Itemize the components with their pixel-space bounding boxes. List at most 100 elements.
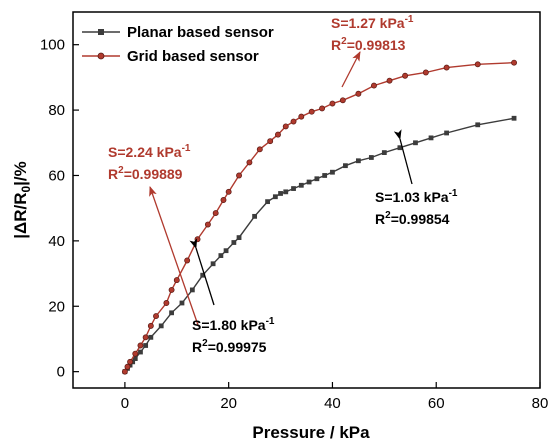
series-point-planar-18 <box>252 213 258 219</box>
y-tick-label-4: 80 <box>48 102 65 119</box>
series-point-grid-22 <box>282 123 289 130</box>
series-point-grid-35 <box>474 61 481 68</box>
annotation-grid-low-slope: S=2.24 kPa-1 <box>108 143 191 160</box>
series-point-grid-31 <box>386 77 393 84</box>
series-point-grid-24 <box>298 113 305 120</box>
series-point-planar-19 <box>265 199 270 205</box>
series-point-planar-7 <box>148 334 154 340</box>
series-point-planar-33 <box>397 145 403 151</box>
series-point-grid-8 <box>163 300 170 306</box>
series-point-grid-9 <box>168 286 175 293</box>
x-tick-label-4: 80 <box>532 395 549 412</box>
series-point-planar-21 <box>278 191 283 196</box>
series-point-planar-35 <box>428 135 434 141</box>
series-point-planar-34 <box>413 140 418 146</box>
x-tick-label-3: 60 <box>428 395 445 412</box>
annotation-grid-low-r2: R2=0.99889 <box>108 165 183 182</box>
series-point-grid-19 <box>256 146 263 153</box>
series-point-planar-15 <box>223 248 229 254</box>
series-point-planar-12 <box>200 272 206 278</box>
annotation-planar-low: S=1.80 kPa-1 R2=0.99975 <box>189 238 275 355</box>
series-point-grid-26 <box>319 105 326 112</box>
annotation-grid-high-arrow <box>341 51 361 88</box>
series-point-grid-1 <box>124 363 131 370</box>
series-point-grid-28 <box>339 97 346 104</box>
series-point-grid-30 <box>371 82 377 89</box>
annotation-grid-low: S=2.24 kPa-1 R2=0.99889 <box>108 143 199 326</box>
series-point-grid-12 <box>194 236 201 243</box>
annotation-planar-low-slope: S=1.80 kPa-1 <box>192 316 275 333</box>
series-point-planar-2 <box>127 362 133 368</box>
y-tick-label-1: 20 <box>48 298 65 315</box>
series-point-grid-15 <box>220 197 227 203</box>
series-point-grid-34 <box>443 64 450 71</box>
series-point-planar-13 <box>210 261 216 267</box>
series-point-planar-26 <box>314 176 320 182</box>
series-point-grid-4 <box>137 342 144 349</box>
series-point-planar-11 <box>189 287 195 293</box>
annotation-grid-low-arrow <box>149 186 199 326</box>
series-point-planar-14 <box>218 253 224 258</box>
y-tick-label-5: 100 <box>40 37 65 54</box>
y-tick-label-0: 0 <box>57 364 65 381</box>
x-tick-label-0: 0 <box>121 395 129 412</box>
series-point-grid-7 <box>153 313 159 320</box>
annotation-planar-high-arrow <box>393 129 413 185</box>
series-point-planar-4 <box>132 356 138 361</box>
x-tick-label-2: 40 <box>324 395 341 412</box>
series-point-planar-38 <box>511 115 517 121</box>
series-point-grid-16 <box>225 188 232 195</box>
annotation-grid-high: S=1.27 kPa-1 R2=0.99813 <box>331 14 414 88</box>
series-point-planar-8 <box>158 323 164 329</box>
series-point-grid-32 <box>402 72 409 79</box>
annotation-planar-high-r2: R2=0.99854 <box>375 210 450 227</box>
annotation-planar-high-slope: S=1.03 kPa-1 <box>375 188 458 205</box>
series-point-planar-28 <box>330 169 335 175</box>
series-point-planar-17 <box>236 235 242 240</box>
series-point-planar-29 <box>343 163 348 169</box>
series-line-0 <box>124 117 515 373</box>
x-axis-title: Pressure / kPa <box>252 423 370 442</box>
legend-marker-planar <box>98 29 104 35</box>
annotation-planar-low-arrow <box>189 238 215 306</box>
y-tick-label-3: 60 <box>48 167 65 184</box>
series-point-grid-10 <box>173 277 180 284</box>
series-point-grid-3 <box>132 350 139 357</box>
series-point-planar-6 <box>143 343 149 348</box>
plot-frame <box>72 11 541 389</box>
series-point-planar-10 <box>179 300 185 306</box>
series-point-grid-25 <box>308 108 315 115</box>
series-point-planar-25 <box>306 179 312 185</box>
annotation-planar-high: S=1.03 kPa-1 R2=0.99854 <box>375 129 458 227</box>
series-point-planar-32 <box>381 150 387 155</box>
legend-label-planar: Planar based sensor <box>127 24 274 41</box>
series-point-planar-24 <box>298 182 304 188</box>
series-point-grid-29 <box>355 90 362 97</box>
y-axis-title: |ΔR/R0|/% <box>11 161 33 239</box>
series-point-grid-5 <box>142 334 149 341</box>
series-point-grid-21 <box>275 131 281 138</box>
series-point-planar-16 <box>231 240 237 245</box>
series-point-grid-13 <box>204 221 211 228</box>
series-point-grid-27 <box>329 100 336 107</box>
series-point-grid-33 <box>422 69 429 76</box>
axis-ticks: 0 20 40 60 80 0 20 40 60 80 100 <box>40 37 548 412</box>
series-point-grid-23 <box>290 118 297 125</box>
series-point-grid-36 <box>511 59 518 66</box>
annotation-planar-low-r2: R2=0.99975 <box>192 338 267 355</box>
series-point-planar-27 <box>322 173 328 178</box>
series-point-planar-23 <box>291 186 296 191</box>
legend: Planar based sensor Grid based sensor <box>82 24 274 65</box>
series-point-planar-30 <box>355 158 361 164</box>
series-point-grid-2 <box>127 358 134 365</box>
annotation-grid-high-r2: R2=0.99813 <box>331 36 406 53</box>
annotation-grid-high-slope: S=1.27 kPa-1 <box>331 14 414 31</box>
legend-marker-grid <box>97 52 105 60</box>
series-point-grid-17 <box>236 172 242 179</box>
legend-label-grid: Grid based sensor <box>127 48 259 65</box>
series-point-grid-11 <box>184 257 191 264</box>
series-point-grid-14 <box>212 210 219 217</box>
series-point-planar-5 <box>138 349 143 355</box>
series-point-grid-0 <box>121 368 128 375</box>
